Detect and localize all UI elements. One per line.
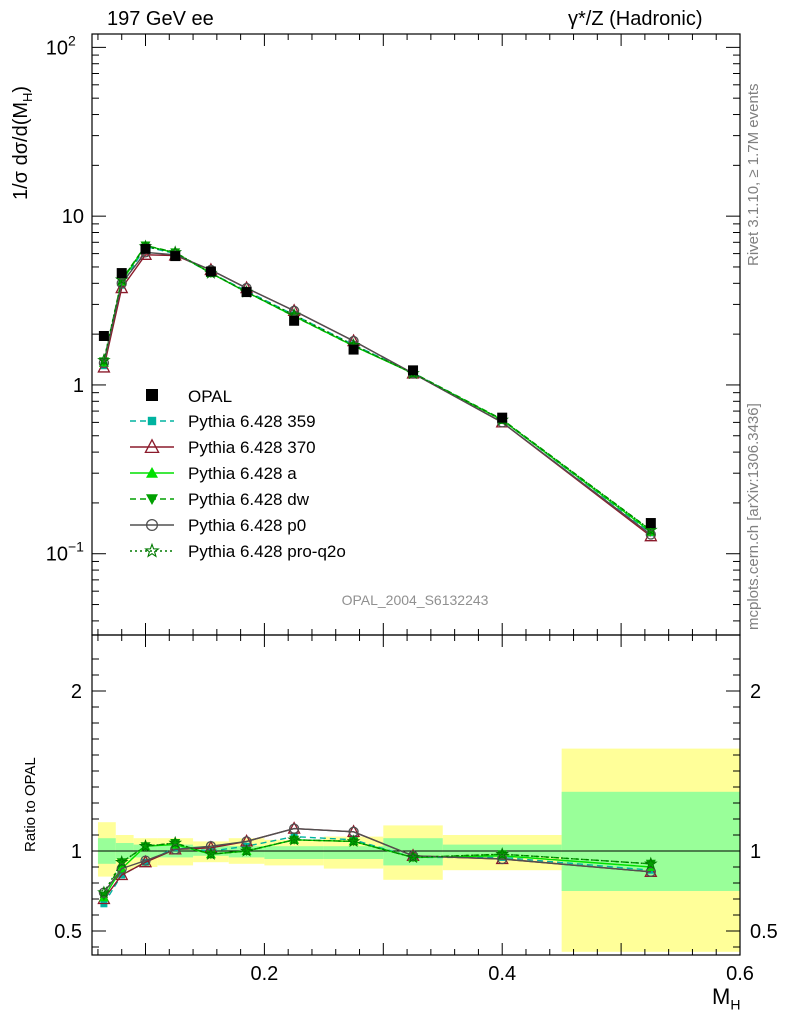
ratio-y-tick-label: 2 — [71, 681, 82, 703]
x-axis-ticks — [97, 34, 741, 955]
marker-open-circle — [205, 841, 217, 852]
marker-open-circle — [645, 866, 656, 877]
main-y-axis-ticks — [92, 46, 740, 622]
marker-star — [204, 847, 218, 860]
marker-star — [97, 353, 111, 367]
marker-star — [644, 522, 658, 536]
legend-label: Pythia 6.428 359 — [188, 412, 316, 431]
series-pythia-6-428-370 — [97, 247, 658, 542]
marker-star — [114, 855, 129, 868]
ratio-y-tick-label: 2 — [750, 681, 761, 703]
series-line — [103, 254, 652, 537]
ratio-y-axis-label: Ratio to OPAL — [22, 757, 39, 852]
marker-star — [406, 850, 420, 864]
marker-star — [97, 885, 111, 899]
data-point — [348, 344, 359, 355]
ratio-series-pythia-6-428-pro-q2o — [97, 832, 658, 899]
series-line — [103, 245, 652, 531]
y-tick-label-exponent: −1 — [68, 539, 84, 555]
marker-triangle — [146, 467, 158, 478]
legend-label: Pythia 6.428 dw — [188, 490, 310, 509]
marker-open-circle — [116, 278, 127, 289]
marker-star — [138, 839, 153, 852]
marker-open-circle — [288, 305, 300, 316]
y-tick-label: 10 — [62, 206, 84, 228]
marker-star — [144, 542, 160, 558]
series-line — [103, 244, 652, 533]
stat-uncertainty-band — [323, 846, 384, 859]
y-tick-label: 1 — [73, 375, 84, 397]
series-pythia-6-428-dw — [98, 241, 656, 536]
legend-label: Pythia 6.428 a — [188, 464, 297, 483]
data-points-opal — [98, 243, 656, 529]
header-right-label: γ*/Z (Hadronic) — [568, 8, 703, 30]
marker-down-triangle — [146, 494, 158, 505]
header-left-label: 197 GeV ee — [107, 8, 214, 30]
series-pythia-6-428-pro-q2o — [97, 239, 658, 536]
analysis-id-label: OPAL_2004_S6132243 — [342, 592, 489, 608]
legend-label: Pythia 6.428 p0 — [188, 516, 306, 535]
series-pythia-6-428-359 — [100, 243, 655, 537]
data-point — [140, 243, 151, 254]
data-point — [497, 412, 508, 423]
y-tick-label-base: 10 — [46, 37, 68, 59]
legend-label: Pythia 6.428 pro-q2o — [188, 542, 346, 561]
ratio-series-line — [103, 839, 651, 893]
x-tick-label: 0.6 — [726, 963, 754, 985]
legend-label: Pythia 6.428 370 — [188, 438, 316, 457]
ratio-y-axis-ticks — [92, 658, 740, 948]
y-tick-label: 10 −1 — [46, 539, 84, 566]
x-tick-label: 0.2 — [250, 963, 278, 985]
ratio-plot-frame — [91, 634, 741, 956]
marker-square — [147, 416, 157, 426]
y-tick-label: 10 2 — [46, 32, 76, 59]
mcplots-label: mcplots.cern.ch [arXiv:1306.3436] — [745, 403, 762, 630]
series-pythia-6-428-p0 — [98, 247, 656, 540]
marker-star — [346, 834, 361, 848]
ratio-y-tick-label: 1 — [71, 841, 82, 863]
marker-open-circle — [145, 518, 159, 532]
stat-uncertainty-band — [561, 791, 740, 891]
x-tick-label: 0.4 — [488, 963, 516, 985]
y-tick-label-exponent: 2 — [68, 32, 76, 48]
marker-star — [239, 843, 254, 857]
ratio-y-tick-label: 0.5 — [750, 921, 778, 943]
data-point — [241, 287, 252, 298]
marker-star — [495, 847, 509, 860]
y-tick-label-base: 10 — [46, 544, 68, 566]
data-point — [116, 268, 127, 279]
main-y-axis-label: 1/σ dσ/d(MH) — [10, 85, 35, 200]
marker-star — [644, 856, 658, 870]
legend-label-opal: OPAL — [188, 387, 232, 406]
marker-open-triangle — [138, 247, 153, 260]
marker-star — [168, 835, 183, 849]
marker-open-triangle — [144, 438, 160, 454]
series-line — [103, 251, 652, 536]
ratio-y-tick-label: 1 — [750, 841, 761, 863]
data-point — [205, 266, 216, 277]
series-pythia-6-428-a — [98, 240, 656, 536]
marker-open-circle — [140, 855, 151, 866]
data-point — [645, 518, 656, 529]
marker-star — [287, 832, 301, 846]
series-line — [103, 245, 652, 534]
legend-marker-opal — [146, 389, 158, 401]
rivet-version-label: Rivet 3.1.10, ≥ 1.7M events — [745, 83, 762, 267]
series-line — [103, 244, 652, 531]
data-point — [170, 251, 181, 262]
x-axis-label: MH — [712, 984, 741, 1013]
data-point — [289, 315, 300, 326]
data-point — [98, 330, 109, 341]
stat-uncertainty-band — [264, 846, 324, 859]
ratio-y-tick-label: 0.5 — [54, 921, 82, 943]
legend: OPAL Pythia 6.428 359 Pythia 6.428 370 Pyth… — [130, 387, 346, 561]
data-point — [408, 365, 419, 376]
